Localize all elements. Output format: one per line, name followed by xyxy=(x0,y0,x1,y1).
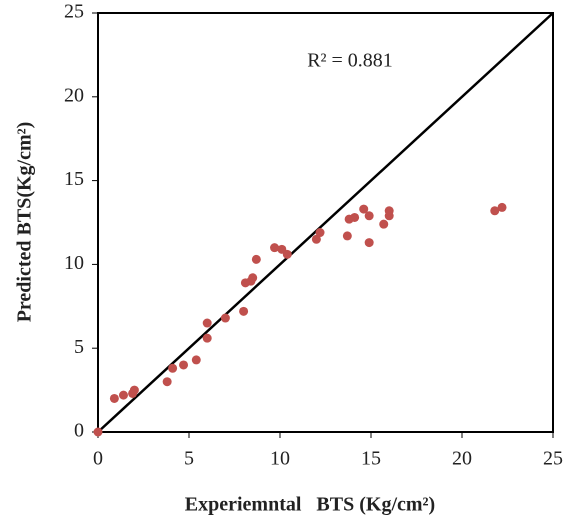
point xyxy=(162,377,172,387)
r-squared-annotation: R² = 0.881 xyxy=(307,50,393,72)
point xyxy=(248,273,258,283)
point xyxy=(251,254,261,264)
y-axis-title: Predicted BTS(Kg/cm²) xyxy=(14,122,36,323)
y-tick-label: 15 xyxy=(64,168,84,190)
point xyxy=(191,355,201,365)
plot-frame xyxy=(97,12,554,433)
point xyxy=(118,390,128,400)
point xyxy=(282,249,292,259)
point xyxy=(311,234,321,244)
point xyxy=(497,202,507,212)
point xyxy=(93,427,103,437)
point xyxy=(202,318,212,328)
x-tick-label: 0 xyxy=(93,448,103,470)
point xyxy=(168,363,178,373)
point xyxy=(202,333,212,343)
identity-line xyxy=(97,12,554,433)
point xyxy=(359,204,369,214)
point xyxy=(490,206,500,216)
y-tick-label: 20 xyxy=(64,84,84,106)
point xyxy=(315,228,325,238)
point xyxy=(270,243,280,253)
point xyxy=(350,212,360,222)
point xyxy=(364,211,374,221)
point xyxy=(239,306,249,316)
x-tick-label: 15 xyxy=(361,448,381,470)
x-axis-title: Experiemntal BTS (Kg/cm²) xyxy=(185,494,435,516)
point xyxy=(384,206,394,216)
point xyxy=(220,313,230,323)
y-tick-label: 0 xyxy=(74,420,84,442)
x-tick-label: 20 xyxy=(452,448,472,470)
y-tick-label: 10 xyxy=(64,252,84,274)
point xyxy=(109,393,119,403)
x-tick-label: 10 xyxy=(270,448,290,470)
x-tick-label: 25 xyxy=(543,448,563,470)
point xyxy=(342,231,352,241)
x-tick-label: 5 xyxy=(184,448,194,470)
point xyxy=(129,385,139,395)
y-tick-label: 5 xyxy=(74,336,84,358)
point xyxy=(364,238,374,248)
point xyxy=(379,219,389,229)
y-tick-label: 25 xyxy=(64,1,84,23)
point xyxy=(179,360,189,370)
